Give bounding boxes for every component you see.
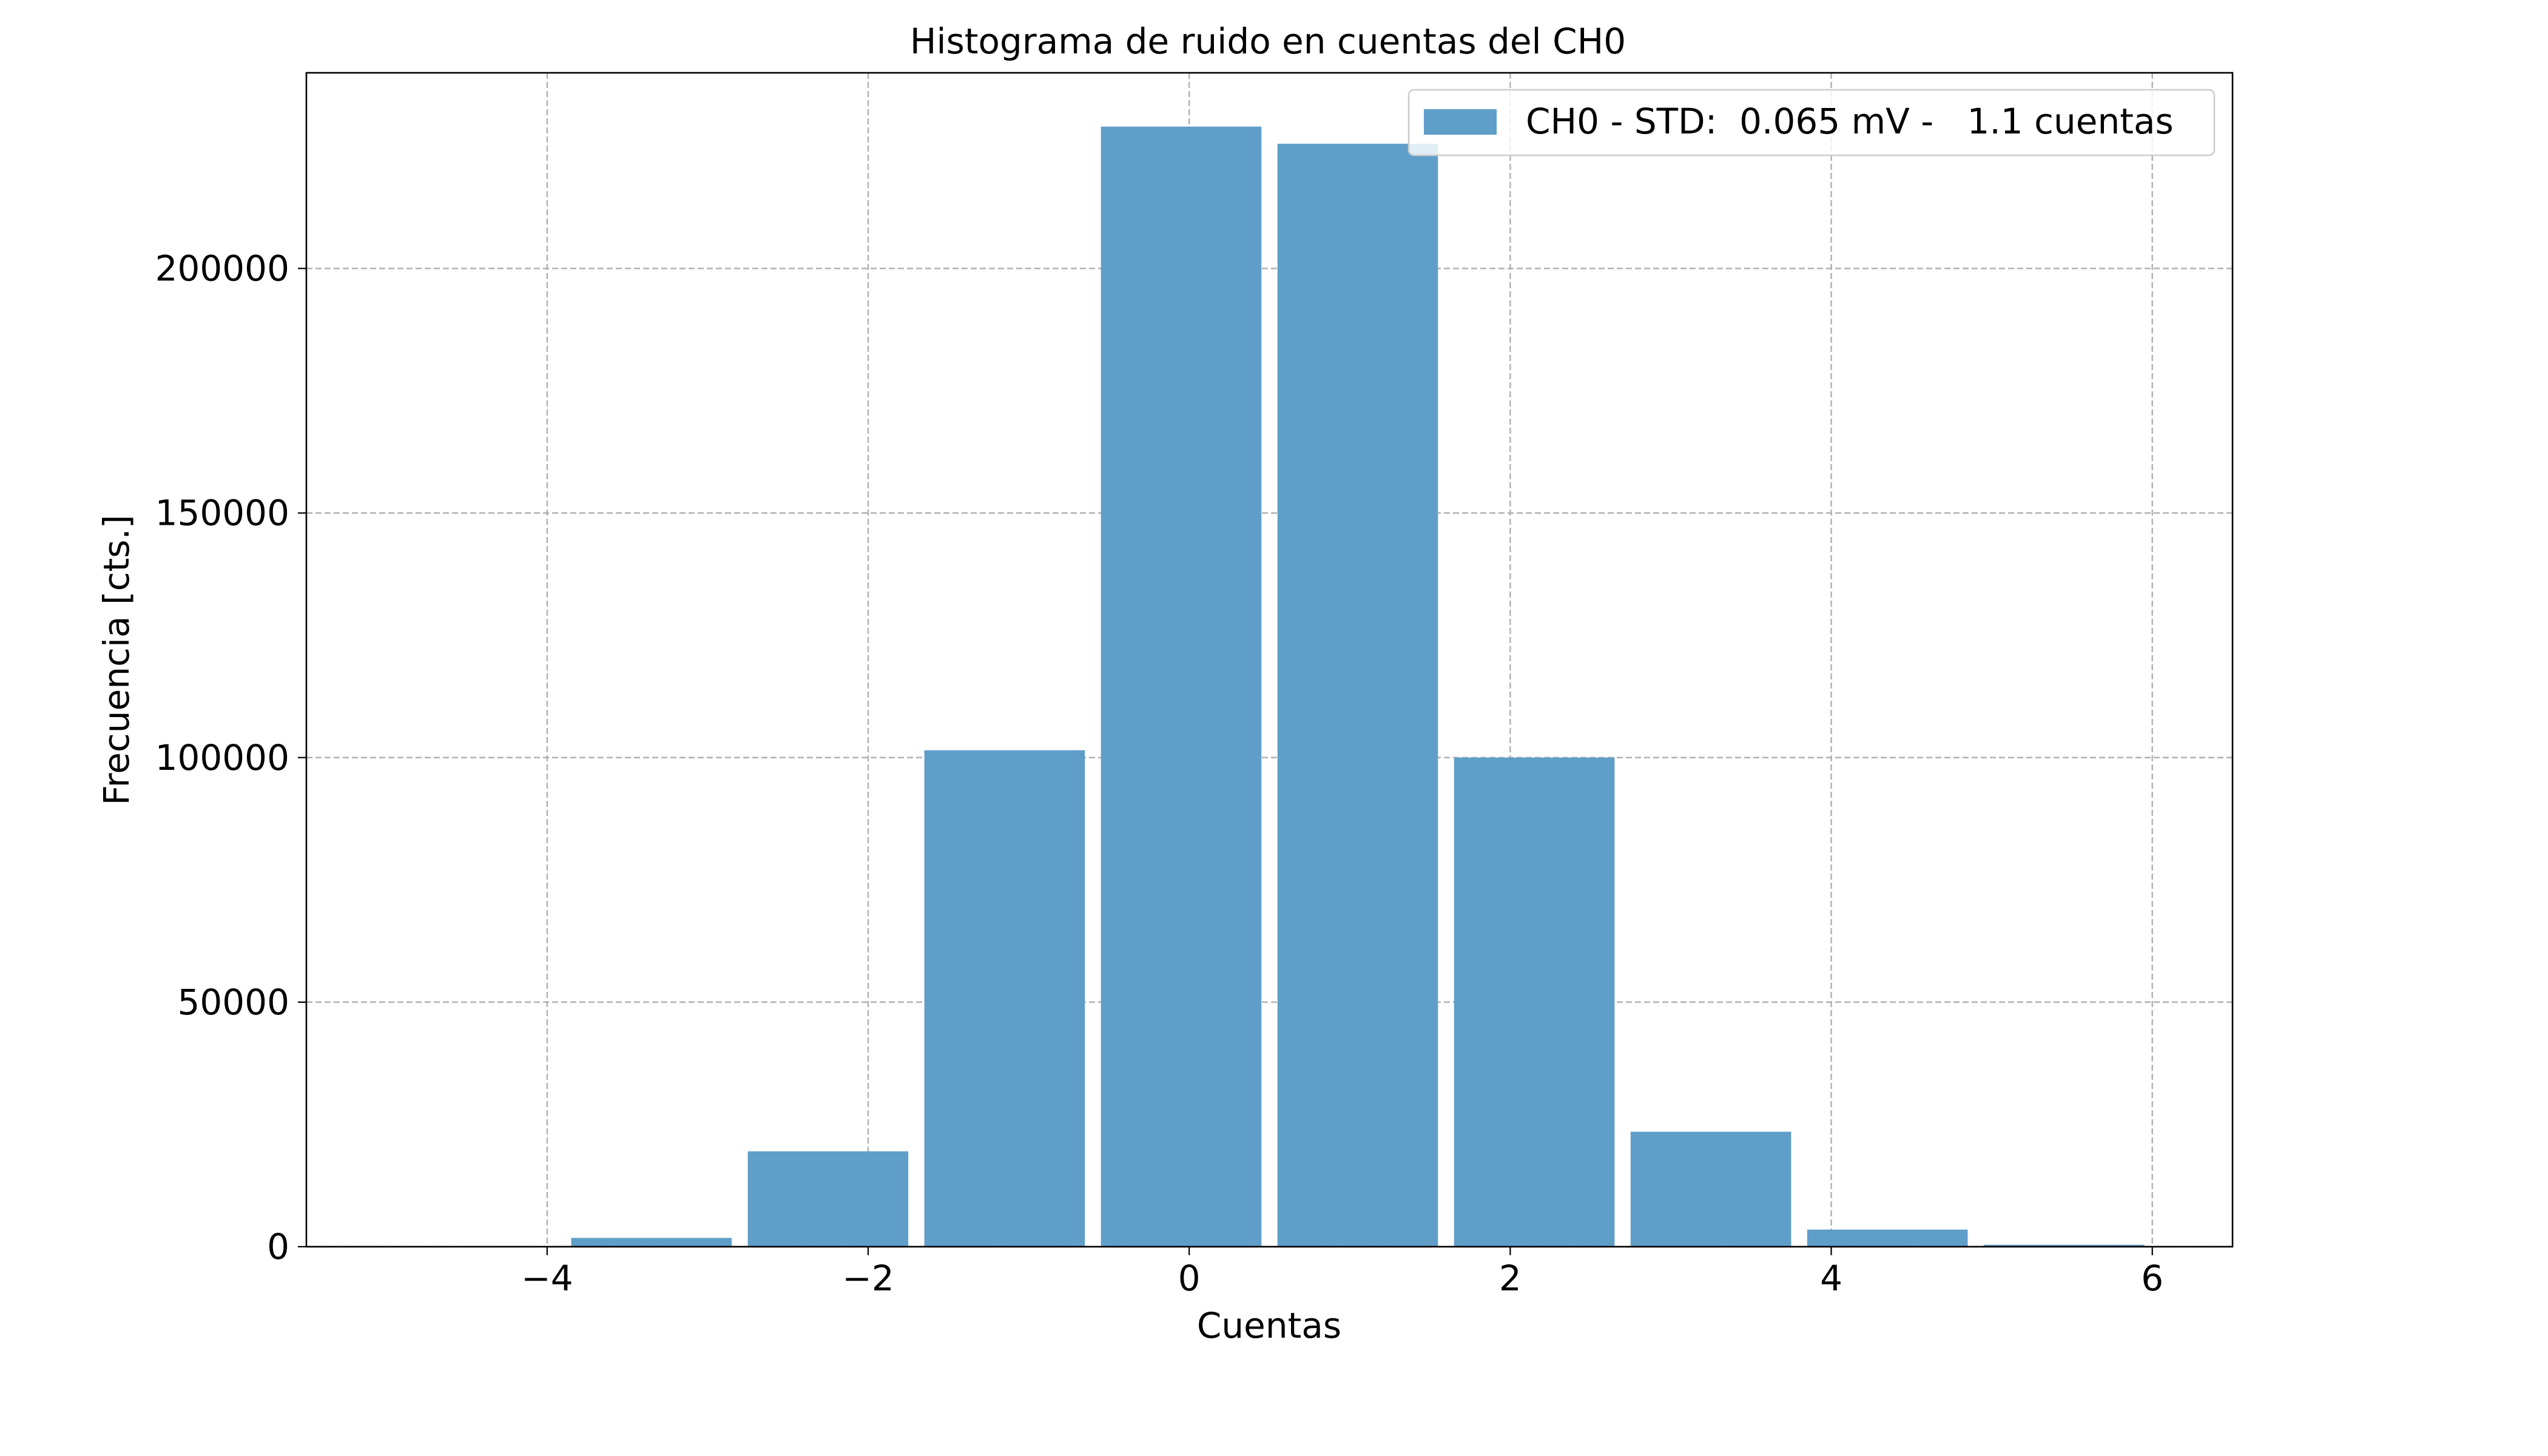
histogram-bar <box>1277 143 1438 1247</box>
histogram-bar <box>1807 1229 1968 1247</box>
y-tick-label: 0 <box>267 1226 289 1267</box>
x-tick-label: 0 <box>1178 1258 1201 1299</box>
chart-title: Histograma de ruido en cuentas del CH0 <box>910 21 1626 62</box>
x-tick-label: 4 <box>1820 1258 1842 1299</box>
histogram-bar <box>1983 1244 2145 1247</box>
y-axis-ticks: 0 50000 100000 150000 200000 <box>155 248 306 1267</box>
legend-swatch <box>1424 109 1497 135</box>
x-tick-label: 2 <box>1499 1258 1522 1299</box>
histogram-bar <box>747 1151 909 1247</box>
y-tick-label: 50000 <box>177 982 289 1023</box>
histogram-bar <box>1454 757 1615 1247</box>
histogram-bar <box>1100 126 1262 1247</box>
legend-box <box>1407 89 2216 157</box>
legend: CH0 - STD: 0.065 mV - 1.1 cuentas <box>1407 89 2216 157</box>
legend-label: CH0 - STD: 0.065 mV - 1.1 cuentas <box>1526 101 2174 142</box>
bars <box>571 126 2145 1247</box>
y-tick-label: 200000 <box>155 248 289 289</box>
y-axis-label: Frecuencia [cts.] <box>96 514 137 805</box>
axes-frame <box>305 72 2234 1248</box>
histogram-bar <box>924 750 1085 1247</box>
x-axis-label: Cuentas <box>1197 1305 1341 1346</box>
x-tick-label: −2 <box>842 1258 894 1299</box>
y-tick-label: 100000 <box>155 737 289 778</box>
histogram-bar <box>571 1238 732 1247</box>
x-tick-label: −4 <box>521 1258 573 1299</box>
histogram-bar <box>1630 1131 1791 1247</box>
y-tick-label: 150000 <box>155 493 289 534</box>
x-tick-label: 6 <box>2141 1258 2163 1299</box>
x-axis-ticks: −4 −2 0 2 4 6 <box>521 1247 2163 1299</box>
